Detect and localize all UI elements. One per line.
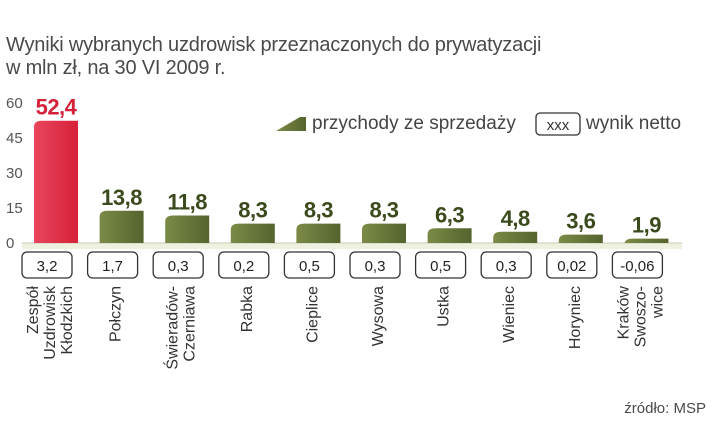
category-label-line: Świeradów- [163,286,182,370]
legend-box-desc: wynik netto [585,113,681,134]
bar-value-label: 6,3 [435,202,464,227]
bar-value-label: 11,8 [167,189,207,214]
category-label-line: Czerniawa [182,286,199,362]
net-result-label: 0,02 [557,258,586,275]
category-label-line: wice [649,286,666,319]
legend-series-label: przychody ze sprzedaży [312,113,516,134]
net-result-box [546,251,598,279]
bar-value-label: 8,3 [369,198,398,223]
net-result-label: 1,7 [102,258,123,275]
net-result-label: 0,2 [233,258,254,275]
category-label-line: Wieniec [501,286,518,343]
bar-8 [493,231,538,243]
baseline-band [22,243,682,249]
net-result-label: 0,3 [168,258,189,275]
category-label-line: Kłodzkich [59,286,76,354]
legend-box-label: xxx [547,117,570,134]
category-label: Wysowa [370,286,387,346]
net-result-label: 0,5 [430,258,451,275]
category-label-line: Cieplice [304,286,321,343]
category-label: Kraków Swoszo-wice [615,286,666,348]
y-tick-label: 45 [6,130,23,147]
bar-value-label: 1,9 [632,213,661,238]
bar-2 [99,210,144,243]
category-label-line: Horyniec [567,286,584,349]
bar-6 [362,223,406,243]
net-result-box [611,251,664,279]
bar-value-label: 4,8 [501,206,530,231]
net-result-label: 0,5 [299,258,320,275]
net-result-box [349,251,401,279]
category-label: Cieplice [304,286,321,343]
net-result-box [480,251,532,279]
bar-value-label: 52,4 [36,95,78,120]
bar-5 [296,223,341,243]
bar-10 [624,238,669,245]
y-tick-label: 0 [6,235,14,252]
net-result-label: -0,06 [620,258,654,275]
net-result-label: 0,3 [365,258,386,275]
bar-3 [165,215,210,243]
y-tick-label: 60 [6,95,23,112]
bar-9 [558,234,603,243]
bar-value-label: 3,6 [566,209,595,234]
category-label-line: Uzdrowisk [42,285,59,360]
category-label: Świeradów- Czerniawa [163,286,199,370]
y-tick-label: 30 [6,165,23,182]
bar-7 [427,228,472,243]
category-label-line: Ustka [436,286,453,327]
category-label-line: Wysowa [370,286,387,346]
net-result-box [152,251,204,279]
chart-title-line2: w mln zł, na 30 VI 2009 r. [6,57,226,79]
bar-value-label: 8,3 [238,198,267,223]
net-result-box [218,251,270,279]
category-label: Rabka [239,286,256,332]
legend-swatch [276,117,306,131]
chart-title: Wyniki wybranych uzdrowisk przeznaczonyc… [6,34,541,80]
category-label-line: Rabka [239,286,256,332]
category-label: Zespół Uzdrowisk Kłodzkich [25,285,76,360]
chart-title-line1: Wyniki wybranych uzdrowisk przeznaczonyc… [6,34,542,56]
bar-1 [34,120,78,243]
y-tick-label: 15 [6,200,23,217]
net-result-box [21,251,73,279]
category-label: Ustka [436,286,453,327]
net-result-label: 3,2 [37,258,58,275]
category-label-line: Połczyn [108,286,125,342]
bar-value-label: 8,3 [304,198,333,223]
source-note: źródło: MSP [624,400,706,417]
legend-box [535,112,581,136]
net-result-label: 0,3 [496,258,517,275]
net-result-box [283,251,336,279]
bar-4 [230,223,275,243]
category-label-line: Zespół [25,286,42,334]
category-label: Połczyn [108,286,125,342]
net-result-box [86,251,139,279]
net-result-box [414,251,467,279]
category-label-line: Swoszo- [632,286,649,347]
bar-value-label: 13,8 [101,185,142,210]
category-label: Horyniec [567,286,584,349]
category-label-line: Kraków [615,286,632,340]
category-label: Wieniec [501,286,518,343]
